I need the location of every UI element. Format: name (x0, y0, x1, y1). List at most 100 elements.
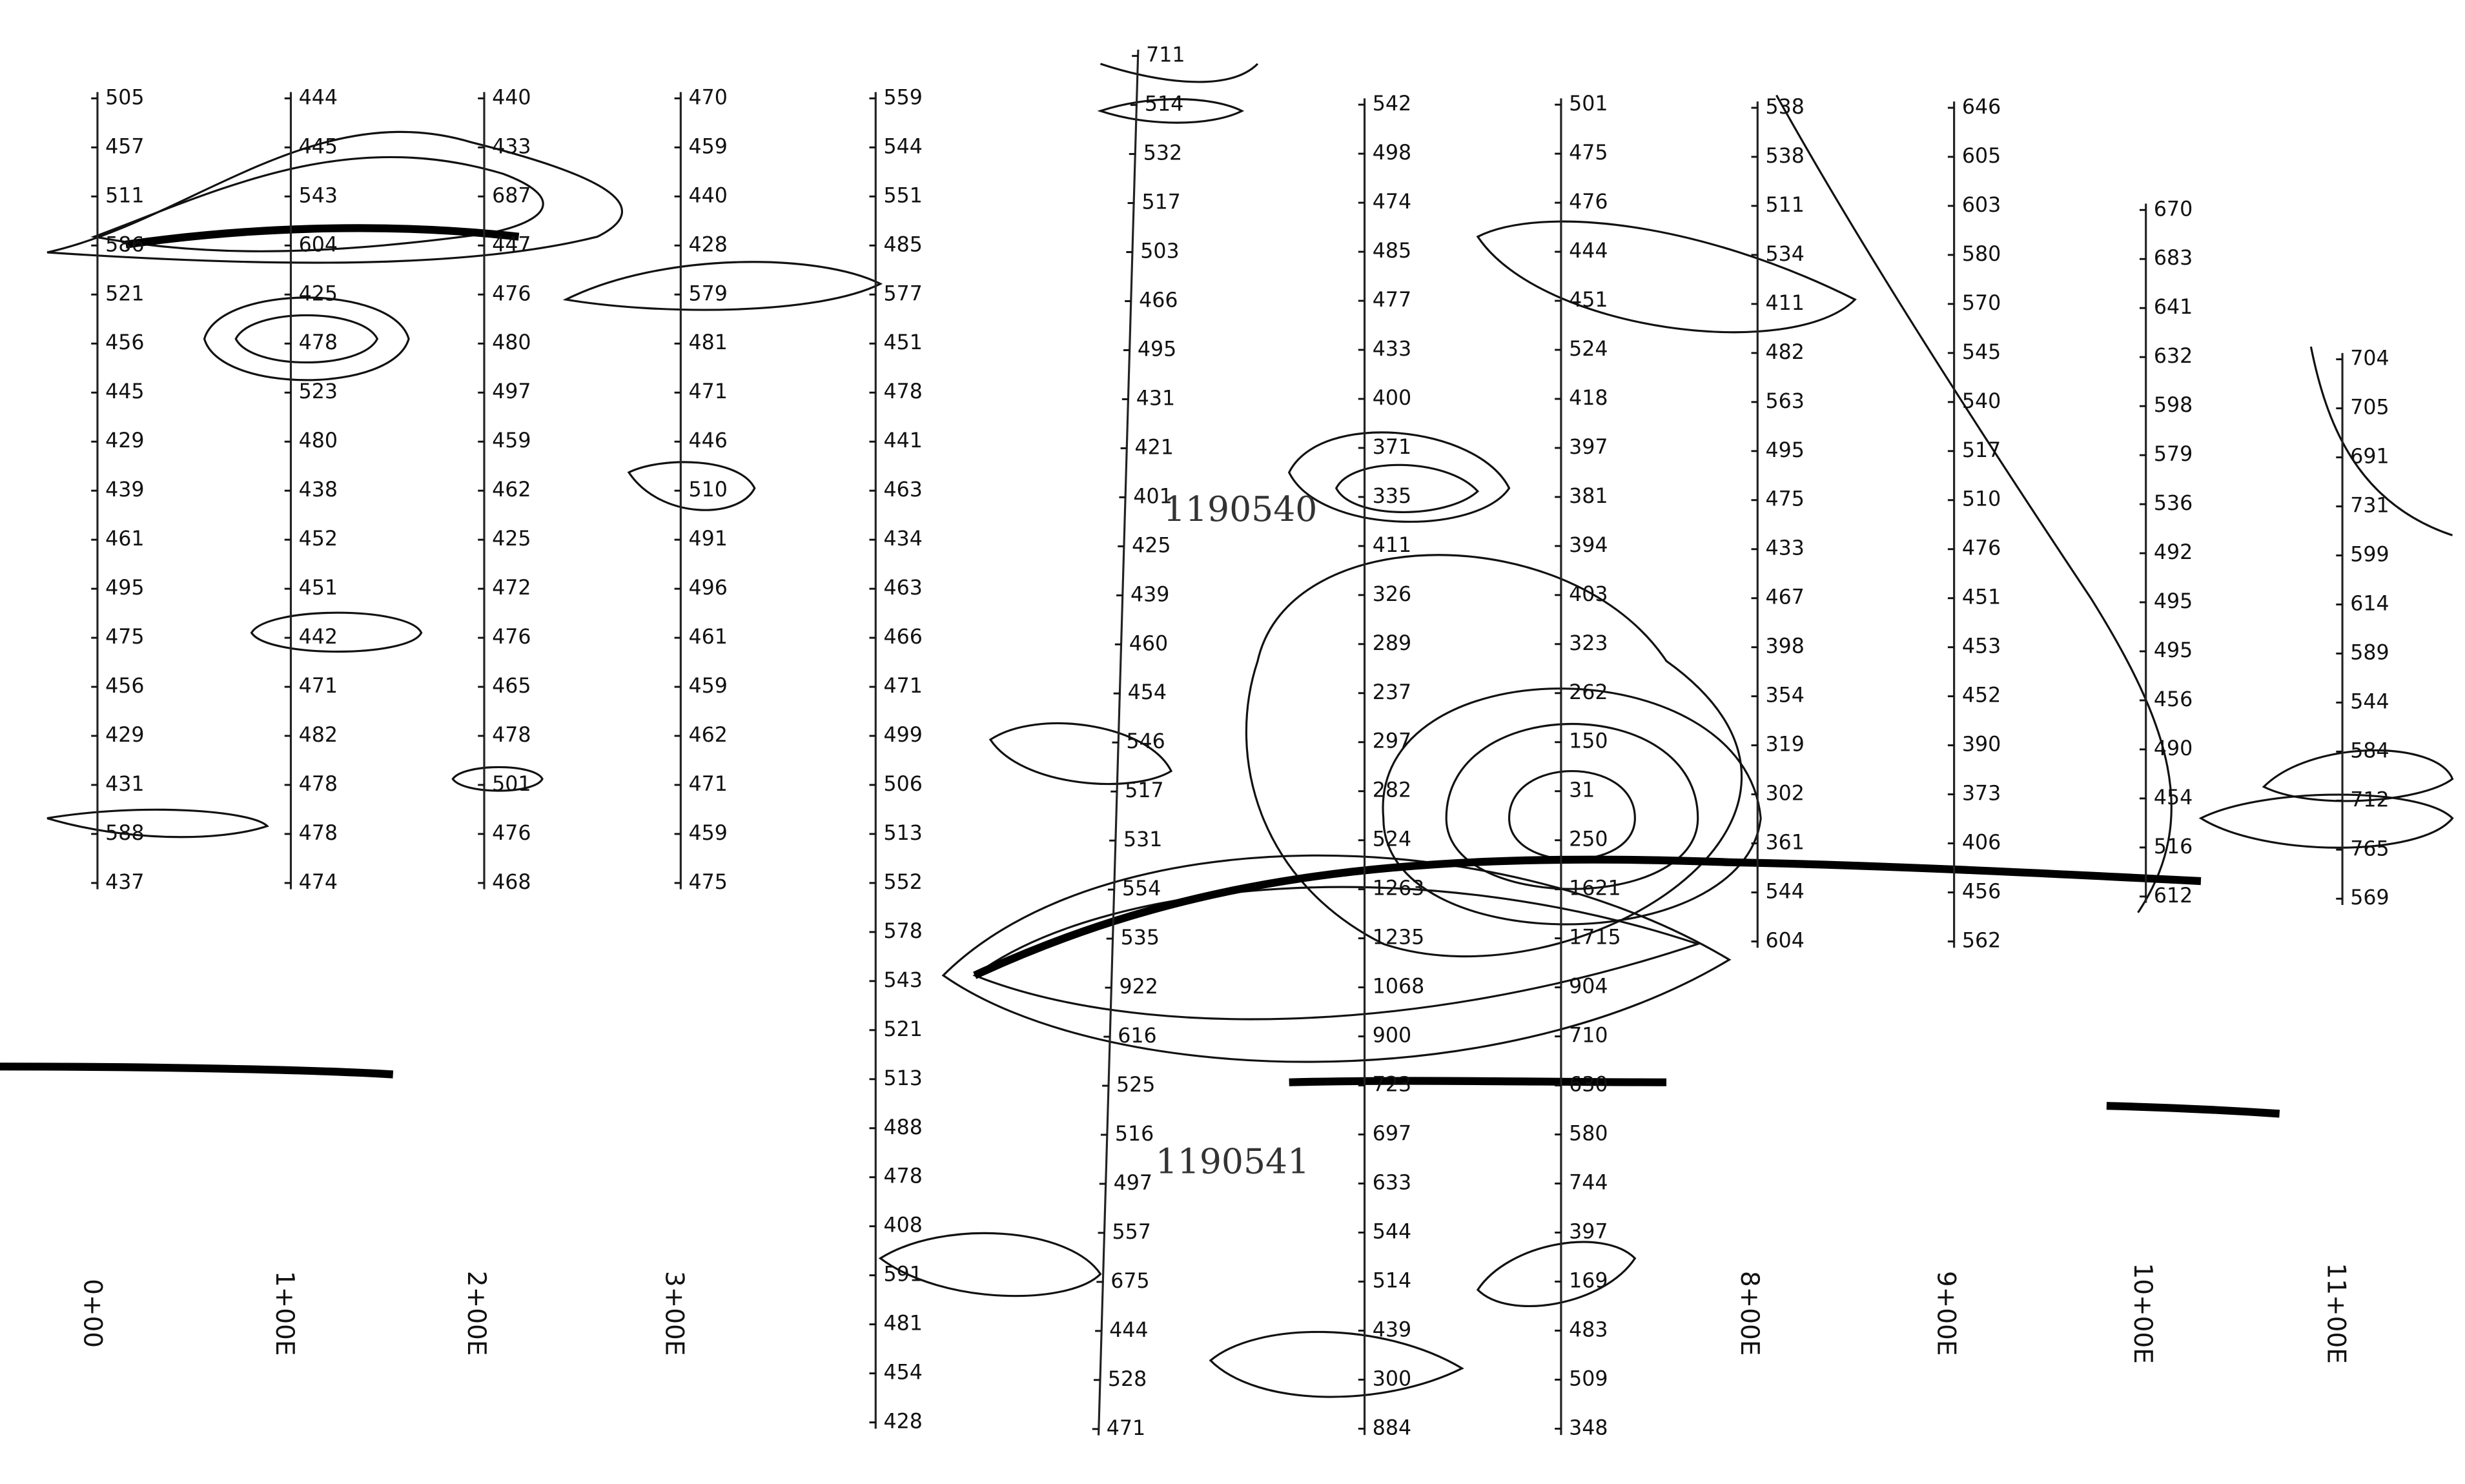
station-value: 580 (1569, 1123, 1608, 1146)
station-value: 511 (1765, 194, 1804, 217)
station-value: 434 (883, 527, 922, 551)
station-value: 354 (1765, 684, 1804, 707)
station-value: 584 (2350, 739, 2389, 762)
station-value: 482 (299, 724, 338, 747)
station-value: 705 (2350, 396, 2389, 420)
station-value: 445 (299, 135, 338, 158)
station-value: 282 (1373, 779, 1411, 802)
station-value: 262 (1569, 681, 1608, 704)
station-value: 403 (1569, 583, 1608, 606)
station-value: 478 (883, 380, 922, 403)
station-value: 433 (1373, 338, 1411, 361)
contour (2201, 795, 2453, 848)
smudge (1289, 1081, 1666, 1083)
station-value: 466 (883, 625, 922, 649)
station-value: 456 (2154, 688, 2193, 711)
station-value: 439 (1130, 583, 1169, 606)
station-value: 475 (689, 871, 728, 894)
station-value: 559 (883, 86, 922, 109)
survey-map: 1190540 1190541 505457511586521456445429… (0, 0, 2465, 1484)
station-value: 1715 (1569, 926, 1621, 950)
station-value: 545 (1962, 341, 2001, 364)
station-value: 460 (1129, 632, 1168, 655)
station-value: 495 (1765, 439, 1804, 462)
station-value: 441 (883, 429, 922, 452)
station-value: 418 (1569, 387, 1608, 410)
station-value: 499 (883, 724, 922, 747)
station-value: 480 (299, 429, 338, 452)
station-value: 150 (1569, 730, 1608, 753)
station-value: 466 (1139, 289, 1178, 312)
station-value: 528 (1108, 1368, 1147, 1391)
station-value: 557 (1112, 1221, 1151, 1244)
station-value: 471 (1107, 1417, 1145, 1440)
station-value: 459 (689, 822, 728, 845)
station-value: 467 (1765, 586, 1804, 609)
station-value: 297 (1373, 730, 1411, 753)
station-value: 397 (1569, 1220, 1608, 1243)
station-value: 463 (883, 576, 922, 600)
station-value: 510 (1962, 488, 2001, 511)
station-value: 513 (883, 1067, 922, 1090)
station-value: 406 (1962, 831, 2001, 855)
station-value: 641 (2154, 296, 2193, 319)
station-value: 433 (1765, 537, 1804, 560)
station-value: 371 (1373, 436, 1411, 459)
station-value: 586 (105, 233, 144, 256)
line-label: 2+00E (462, 1271, 491, 1356)
station-value: 497 (492, 380, 531, 403)
station-value: 542 (1373, 92, 1411, 116)
station-value: 475 (105, 625, 144, 649)
station-value: 394 (1569, 534, 1608, 557)
station-value: 712 (2350, 788, 2389, 811)
station-value: 884 (1373, 1416, 1411, 1439)
station-value: 459 (689, 675, 728, 698)
station-value: 492 (2154, 541, 2193, 564)
station-value: 517 (1962, 439, 2001, 462)
station-value: 632 (2154, 345, 2193, 368)
station-value: 496 (689, 576, 728, 600)
station-value: 614 (2350, 592, 2389, 615)
station-value: 517 (1125, 779, 1163, 802)
station-value: 510 (689, 478, 728, 502)
station-value: 577 (883, 282, 922, 305)
station-value: 456 (1962, 880, 2001, 904)
station-value: 478 (299, 773, 338, 796)
station-value: 326 (1373, 583, 1411, 606)
smudge (2107, 1106, 2280, 1113)
station-value: 497 (1114, 1172, 1152, 1195)
station-value: 710 (1569, 1024, 1608, 1048)
station-value: 540 (1962, 390, 2001, 413)
station-value: 463 (883, 478, 922, 502)
station-value: 646 (1962, 96, 2001, 119)
station-value: 169 (1569, 1269, 1608, 1292)
station-value: 476 (492, 282, 531, 305)
station-value: 544 (1373, 1220, 1411, 1243)
station-value: 319 (1765, 733, 1804, 757)
station-value: 495 (1138, 338, 1176, 361)
station-value: 397 (1569, 436, 1608, 459)
station-value: 451 (1962, 586, 2001, 609)
station-value: 425 (492, 527, 531, 551)
station-value: 474 (1373, 190, 1411, 214)
station-value: 543 (883, 969, 922, 992)
station-value: 373 (1962, 782, 2001, 806)
station-value: 481 (883, 1312, 922, 1336)
station-value: 501 (492, 773, 531, 796)
station-value: 411 (1765, 292, 1804, 315)
station-value: 483 (1569, 1318, 1608, 1341)
station-value: 670 (2154, 198, 2193, 221)
station-value: 478 (299, 822, 338, 845)
station-value: 457 (105, 135, 144, 158)
station-value: 429 (105, 724, 144, 747)
station-value: 516 (2154, 835, 2193, 859)
station-value: 589 (2350, 641, 2389, 664)
station-value: 691 (2350, 445, 2389, 469)
station-value: 563 (1765, 390, 1804, 413)
station-value: 922 (1119, 975, 1158, 999)
station-value: 390 (1962, 733, 2001, 757)
station-value: 425 (1132, 534, 1171, 557)
station-value: 440 (492, 86, 531, 109)
station-value: 538 (1765, 145, 1804, 168)
line-label: 11+00E (2321, 1263, 2350, 1363)
